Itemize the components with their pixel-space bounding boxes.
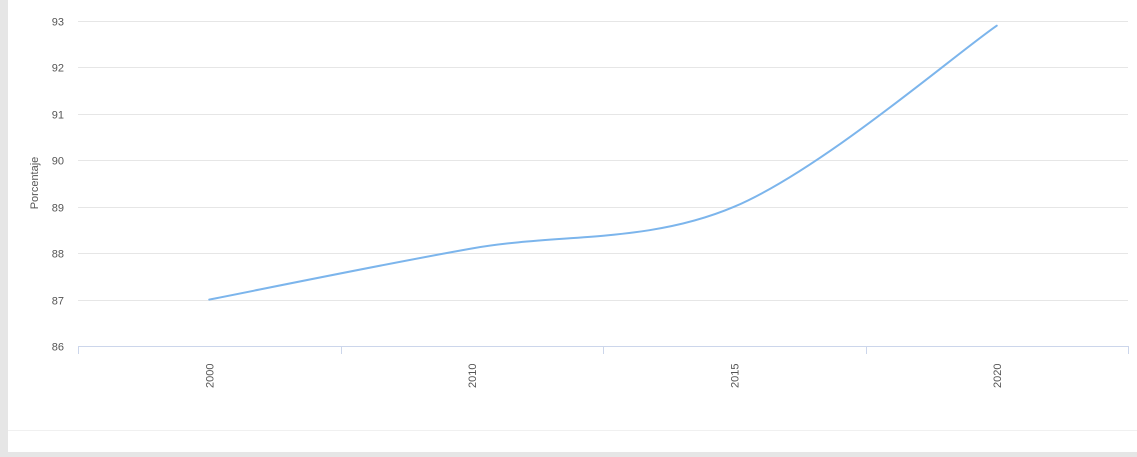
y-tick-label: 90 [52,156,64,168]
x-ticks [78,346,1129,354]
y-tick-label: 91 [52,110,64,122]
y-tick-label: 92 [52,63,64,75]
x-tick-label: 2015 [729,364,741,388]
y-tick-label: 88 [52,249,64,261]
y-tick-labels: 86 87 88 89 90 91 92 93 [52,17,64,354]
x-tick-label: 2020 [992,364,1004,388]
y-axis-title: Porcentaje [29,157,41,210]
series-line [208,24,998,301]
y-tick-label: 87 [52,296,64,308]
y-tick-label: 93 [52,17,64,29]
x-tick-label: 2010 [467,364,479,388]
y-tick-label: 89 [52,203,64,215]
series-group [208,24,998,301]
x-tick-label: 2000 [204,364,216,388]
x-tick-labels: 2000 2010 2015 2020 [204,364,1004,388]
grid-lines [78,21,1128,301]
line-chart: 86 87 88 89 90 91 92 93 2000 2010 2015 2020 Porcen… [29,17,1129,388]
footer-divider [8,430,1137,431]
y-tick-label: 86 [52,342,64,354]
chart-panel: 86 87 88 89 90 91 92 93 2000 2010 2015 2020 Porcen… [8,0,1137,452]
